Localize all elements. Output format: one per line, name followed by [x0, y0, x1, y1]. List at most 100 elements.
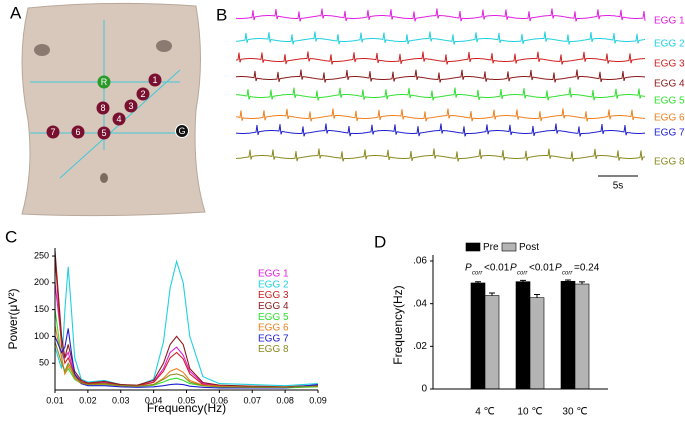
egg-trace	[235, 31, 646, 45]
panel-label: B	[216, 5, 227, 24]
trace-label: EGG 3	[654, 59, 685, 70]
trace-label: EGG 5	[654, 96, 685, 107]
legend-label: EGG 5	[258, 312, 289, 323]
error-bar	[475, 281, 481, 283]
y-tick-label: .02	[413, 341, 427, 352]
electrode	[71, 125, 85, 139]
egg-trace	[235, 87, 646, 101]
annotation-rest: <0.01	[529, 263, 555, 274]
trace-label: EGG 8	[654, 157, 685, 168]
x-axis-label: Frequency(Hz)	[147, 401, 226, 415]
panel-label: A	[10, 3, 22, 22]
x-tick-label: 10 ℃	[517, 407, 542, 418]
legend-label: EGG 6	[258, 323, 289, 334]
reference-electrode	[97, 75, 111, 89]
panel-label: C	[5, 227, 17, 246]
y-tick-label: 0	[421, 384, 427, 395]
error-bar	[489, 292, 495, 296]
bar	[529, 297, 545, 390]
x-tick-label: 0.02	[79, 395, 97, 405]
reference-label: R	[101, 77, 108, 87]
electrode-label: 2	[140, 89, 145, 99]
x-tick-label: 0.06	[211, 395, 229, 405]
annotation-sub: corr	[562, 271, 573, 277]
y-axis-label: Power(μV²)	[6, 289, 20, 350]
x-tick-label: 0.03	[112, 395, 130, 405]
legend-label: EGG 3	[258, 290, 289, 301]
panel-label: D	[374, 232, 386, 251]
annotation-p: P	[465, 263, 472, 274]
egg-trace	[235, 148, 646, 162]
annotation-rest: =0.24	[574, 263, 600, 274]
y-tick-label: 50	[39, 358, 49, 368]
spectrum-line	[55, 250, 318, 388]
bar	[574, 283, 590, 390]
bar	[515, 281, 531, 390]
ground-label: G	[178, 126, 185, 136]
annotation-sub: corr	[472, 271, 483, 277]
legend-label: EGG 7	[258, 333, 289, 344]
legend-swatch	[465, 242, 481, 252]
y-tick-label: .06	[413, 256, 427, 267]
nipple	[34, 44, 50, 56]
electrode	[97, 126, 111, 140]
electrode-label: 1	[152, 75, 157, 85]
plot-area	[55, 250, 318, 389]
trace-label: EGG 2	[654, 39, 685, 50]
y-tick-label: 200	[34, 277, 49, 287]
electrode	[124, 99, 138, 113]
legend-label: EGG 2	[258, 279, 289, 290]
egg-trace	[235, 69, 646, 83]
x-tick-label: 0.07	[243, 395, 261, 405]
y-axis-label: Frequency(Hz)	[391, 285, 405, 364]
egg-trace	[235, 108, 645, 122]
electrode-label: 6	[75, 127, 80, 137]
electrode	[112, 112, 126, 126]
annotation-p: P	[555, 263, 562, 274]
electrode-label: 3	[128, 101, 133, 111]
x-tick-label: 0.04	[145, 395, 163, 405]
trace-label: EGG 1	[654, 16, 685, 27]
legend-label: EGG 4	[258, 301, 289, 312]
navel	[100, 173, 108, 183]
spectrum-line	[55, 341, 318, 388]
error-bar	[579, 281, 585, 285]
ground-electrode	[175, 124, 189, 138]
bar	[560, 280, 576, 390]
annotation-rest: <0.01	[484, 263, 510, 274]
error-bar	[520, 279, 526, 282]
x-tick-label: 0.09	[309, 395, 327, 405]
spectrum-line	[55, 328, 318, 389]
egg-trace	[235, 123, 646, 137]
x-tick-label: 0.05	[178, 395, 196, 405]
y-tick-label: 150	[34, 304, 49, 314]
x-tick-label: 30 ℃	[562, 407, 587, 418]
bar	[484, 295, 500, 390]
trace-label: EGG 7	[654, 128, 685, 139]
torso	[21, 2, 206, 217]
y-tick-label: 100	[34, 331, 49, 341]
electrode	[96, 101, 110, 115]
x-tick-label: 4 ℃	[475, 407, 495, 418]
y-tick-label: .04	[413, 298, 427, 309]
electrode-label: 8	[100, 103, 105, 113]
annotation-sub: corr	[517, 271, 528, 277]
egg-trace	[235, 8, 646, 22]
x-tick-label: 0.08	[276, 395, 294, 405]
legend-swatch	[501, 242, 517, 252]
bar	[470, 282, 486, 390]
scale-bar-label: 5s	[613, 181, 624, 192]
egg-trace	[235, 51, 646, 65]
annotation-p: P	[510, 263, 517, 274]
legend-label: EGG 1	[258, 269, 289, 280]
electrode-label: 5	[101, 128, 106, 138]
legend-label: Post	[519, 242, 539, 253]
y-tick-label: 250	[34, 250, 49, 260]
electrode-label: 4	[116, 114, 121, 124]
x-tick-label: 0.01	[46, 395, 64, 405]
error-bar	[565, 279, 571, 282]
nipple	[156, 40, 172, 52]
legend-label: EGG 8	[258, 344, 289, 355]
electrode	[136, 87, 150, 101]
